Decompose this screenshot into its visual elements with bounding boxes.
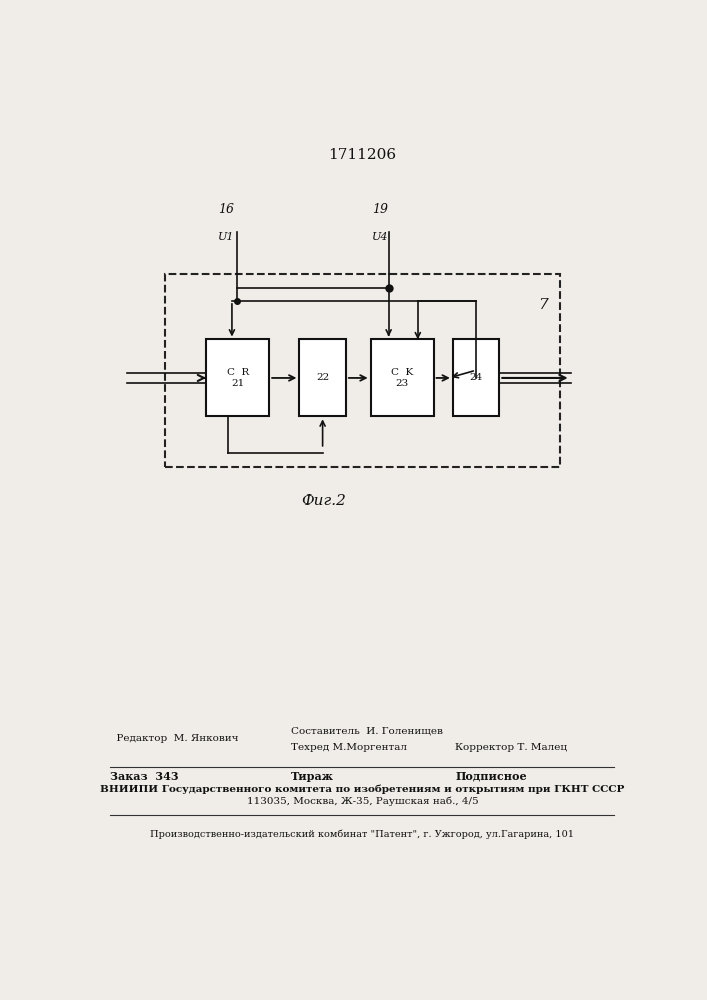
Bar bbox=[370, 339, 433, 416]
Text: 7: 7 bbox=[538, 298, 548, 312]
Text: Производственно-издательский комбинат "Патент", г. Ужгород, ул.Гагарина, 101: Производственно-издательский комбинат "П… bbox=[151, 830, 574, 839]
Text: Фиг.2: Фиг.2 bbox=[302, 494, 346, 508]
Bar bbox=[165, 274, 560, 466]
Text: C  K
23: C K 23 bbox=[391, 368, 413, 388]
Bar bbox=[452, 339, 499, 416]
Text: U1: U1 bbox=[218, 232, 235, 242]
Text: ВНИИПИ Государственного комитета по изобретениям и открытиям при ГКНТ СССР: ВНИИПИ Государственного комитета по изоб… bbox=[100, 784, 624, 794]
Text: 113035, Москва, Ж-35, Раушская наб., 4/5: 113035, Москва, Ж-35, Раушская наб., 4/5 bbox=[247, 797, 478, 806]
Text: Тираж: Тираж bbox=[291, 771, 334, 782]
Text: Редактор  М. Янкович: Редактор М. Янкович bbox=[110, 734, 239, 743]
Text: Корректор Т. Малец: Корректор Т. Малец bbox=[455, 743, 568, 752]
Text: U4: U4 bbox=[372, 232, 389, 242]
Text: C  R
21: C R 21 bbox=[226, 368, 249, 388]
Bar bbox=[299, 339, 346, 416]
Bar bbox=[206, 339, 269, 416]
Text: 16: 16 bbox=[218, 203, 235, 216]
Text: Составитель  И. Голенищев: Составитель И. Голенищев bbox=[291, 726, 443, 735]
Text: 22: 22 bbox=[316, 373, 329, 382]
Text: 1711206: 1711206 bbox=[328, 148, 397, 162]
Text: Подписное: Подписное bbox=[455, 771, 527, 782]
Text: Заказ  343: Заказ 343 bbox=[110, 771, 179, 782]
Text: 19: 19 bbox=[373, 203, 388, 216]
Text: Техред М.Моргентал: Техред М.Моргентал bbox=[291, 743, 407, 752]
Text: 24: 24 bbox=[469, 373, 483, 382]
